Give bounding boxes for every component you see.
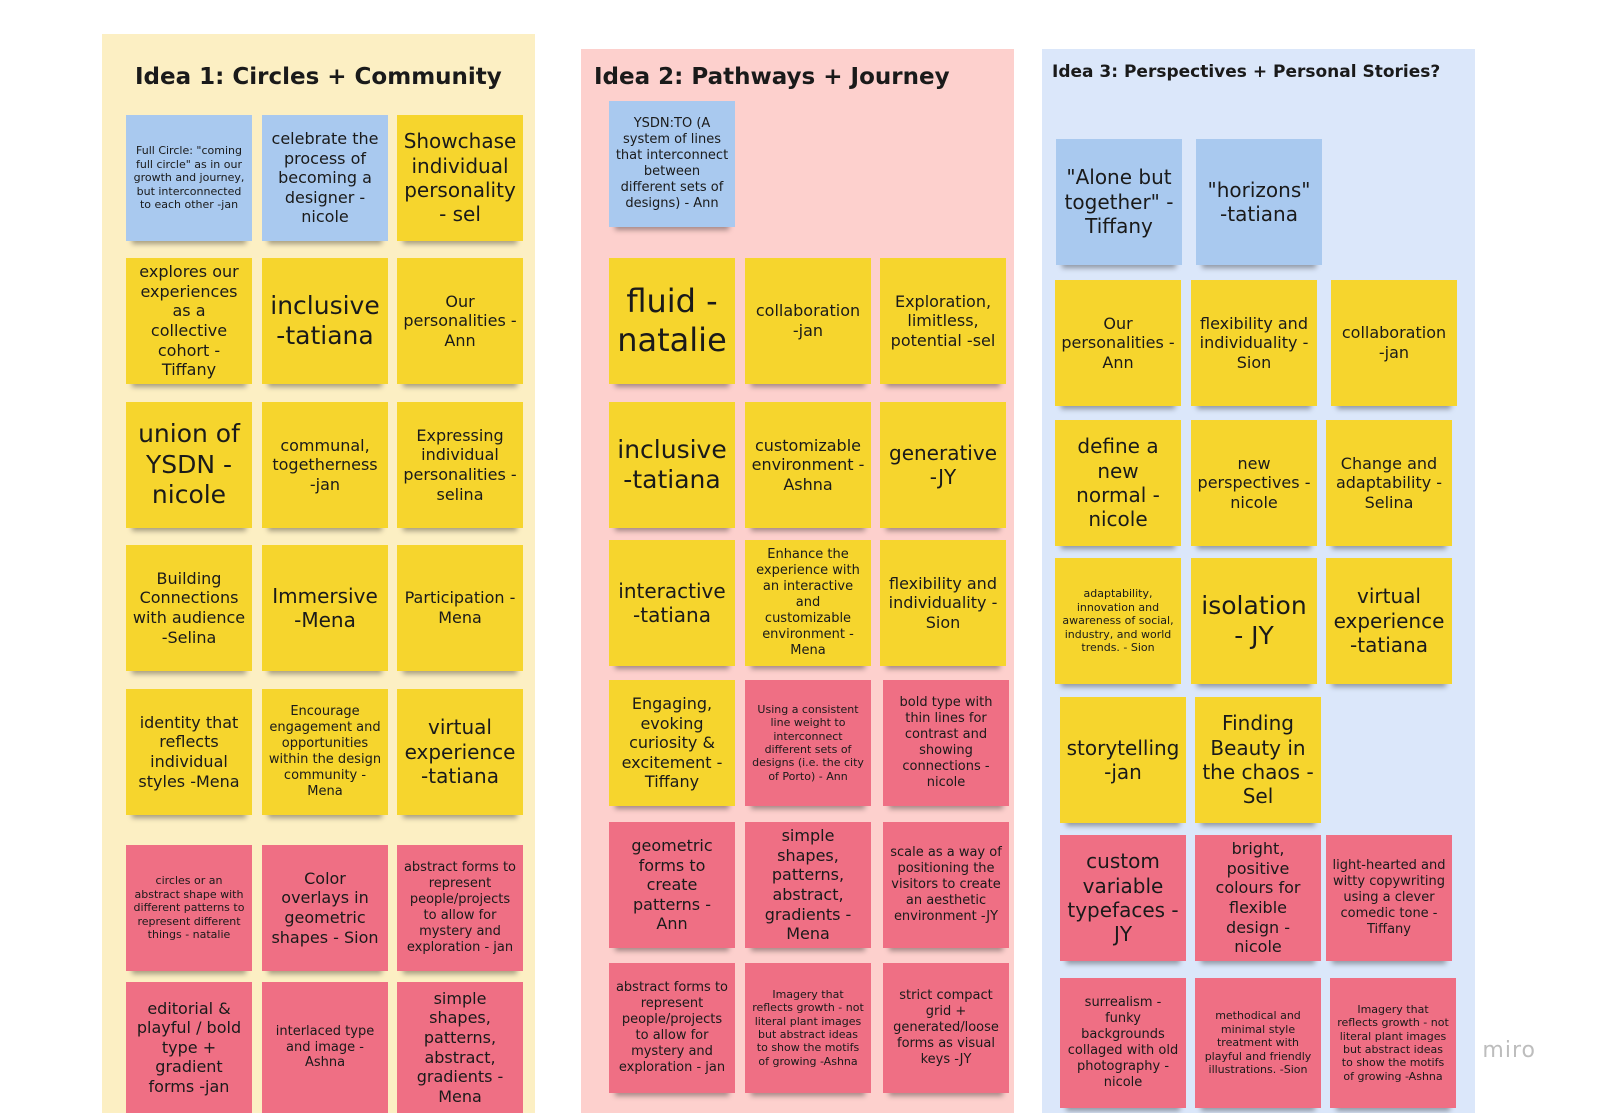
- sticky-note[interactable]: Imagery that reflects growth - not liter…: [1330, 978, 1456, 1108]
- sticky-note[interactable]: "Alone but together" - Tiffany: [1056, 139, 1182, 265]
- sticky-note[interactable]: collaboration -jan: [745, 258, 871, 384]
- sticky-note[interactable]: collaboration -jan: [1331, 280, 1457, 406]
- sticky-note[interactable]: scale as a way of positioning the visito…: [883, 822, 1009, 948]
- column-title: Idea 2: Pathways + Journey: [594, 64, 950, 90]
- sticky-note[interactable]: generative -JY: [880, 402, 1006, 528]
- sticky-note[interactable]: union of YSDN - nicole: [126, 402, 252, 528]
- sticky-note[interactable]: Change and adaptability -Selina: [1326, 420, 1452, 546]
- sticky-note[interactable]: geometric forms to create patterns - Ann: [609, 822, 735, 948]
- sticky-note[interactable]: abstract forms to represent people/proje…: [397, 845, 523, 971]
- sticky-note[interactable]: Encourage engagement and opportunities w…: [262, 689, 388, 815]
- sticky-note[interactable]: Engaging, evoking curiosity & excitement…: [609, 680, 735, 806]
- sticky-note[interactable]: inclusive -tatiana: [609, 402, 735, 528]
- sticky-note[interactable]: light-hearted and witty copywriting usin…: [1326, 835, 1452, 961]
- sticky-note[interactable]: define a new normal - nicole: [1055, 420, 1181, 546]
- sticky-note[interactable]: Our personalities - Ann: [397, 258, 523, 384]
- sticky-note[interactable]: Showchase individual personality - sel: [397, 115, 523, 241]
- sticky-note[interactable]: simple shapes, patterns, abstract, gradi…: [745, 822, 871, 948]
- sticky-note[interactable]: bold type with thin lines for contrast a…: [883, 680, 1009, 806]
- sticky-note[interactable]: strict compact grid + generated/loose fo…: [883, 963, 1009, 1093]
- sticky-note[interactable]: flexibility and individuality - Sion: [1191, 280, 1317, 406]
- sticky-note[interactable]: customizable environment -Ashna: [745, 402, 871, 528]
- sticky-note[interactable]: inclusive -tatiana: [262, 258, 388, 384]
- sticky-note[interactable]: Participation -Mena: [397, 545, 523, 671]
- sticky-note[interactable]: Expressing individual personalities -sel…: [397, 402, 523, 528]
- sticky-note[interactable]: isolation - JY: [1191, 558, 1317, 684]
- sticky-note[interactable]: new perspectives - nicole: [1191, 420, 1317, 546]
- sticky-note[interactable]: communal, togetherness -jan: [262, 402, 388, 528]
- sticky-note[interactable]: circles or an abstract shape with differ…: [126, 845, 252, 971]
- sticky-note[interactable]: abstract forms to represent people/proje…: [609, 963, 735, 1093]
- sticky-note[interactable]: celebrate the process of becoming a desi…: [262, 115, 388, 241]
- sticky-note[interactable]: flexibility and individuality - Sion: [880, 540, 1006, 666]
- sticky-note[interactable]: explores our experiences as a collective…: [126, 258, 252, 384]
- sticky-note[interactable]: Enhance the experience with an interacti…: [745, 540, 871, 666]
- sticky-note[interactable]: Color overlays in geometric shapes - Sio…: [262, 845, 388, 971]
- sticky-note[interactable]: Building Connections with audience -Seli…: [126, 545, 252, 671]
- sticky-note[interactable]: YSDN:TO (A system of lines that intercon…: [609, 101, 735, 227]
- sticky-note[interactable]: storytelling -jan: [1060, 697, 1186, 823]
- sticky-note[interactable]: Exploration, limitless, potential -sel: [880, 258, 1006, 384]
- sticky-note[interactable]: Our personalities - Ann: [1055, 280, 1181, 406]
- miro-logo: miro: [1482, 1038, 1536, 1063]
- sticky-note[interactable]: interlaced type and image -Ashna: [262, 982, 388, 1113]
- sticky-note[interactable]: "horizons" -tatiana: [1196, 139, 1322, 265]
- sticky-note[interactable]: Using a consistent line weight to interc…: [745, 680, 871, 806]
- sticky-note[interactable]: custom variable typefaces -JY: [1060, 835, 1186, 961]
- sticky-note[interactable]: methodical and minimal style treatment w…: [1195, 978, 1321, 1108]
- sticky-note[interactable]: Finding Beauty in the chaos -Sel: [1195, 697, 1321, 823]
- sticky-note[interactable]: bright, positive colours for flexible de…: [1195, 835, 1321, 961]
- sticky-note[interactable]: virtual experience -tatiana: [1326, 558, 1452, 684]
- sticky-note[interactable]: surrealism - funky backgrounds collaged …: [1060, 978, 1186, 1108]
- sticky-note[interactable]: Imagery that reflects growth - not liter…: [745, 963, 871, 1093]
- column-title: Idea 1: Circles + Community: [135, 64, 502, 90]
- sticky-note[interactable]: simple shapes, patterns, abstract, gradi…: [397, 982, 523, 1113]
- sticky-note[interactable]: editorial & playful / bold type + gradie…: [126, 982, 252, 1113]
- sticky-note[interactable]: interactive -tatiana: [609, 540, 735, 666]
- sticky-note[interactable]: virtual experience -tatiana: [397, 689, 523, 815]
- sticky-note[interactable]: fluid - natalie: [609, 258, 735, 384]
- sticky-note[interactable]: identity that reflects individual styles…: [126, 689, 252, 815]
- sticky-note[interactable]: Full Circle: "coming full circle" as in …: [126, 115, 252, 241]
- column-title: Idea 3: Perspectives + Personal Stories?: [1052, 62, 1441, 82]
- sticky-note[interactable]: adaptability, innovation and awareness o…: [1055, 558, 1181, 684]
- sticky-note[interactable]: Immersive -Mena: [262, 545, 388, 671]
